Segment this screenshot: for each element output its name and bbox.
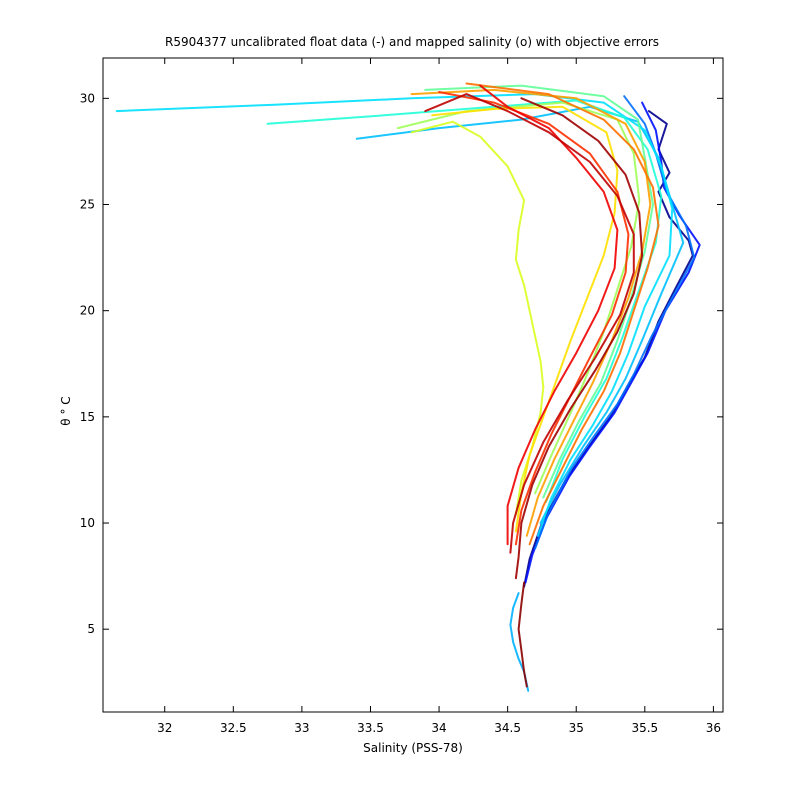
x-tick-label: 32 <box>157 721 172 735</box>
chart-title: R5904377 uncalibrated float data (-) and… <box>165 35 659 49</box>
profile-line-6 <box>424 84 654 499</box>
y-tick-label: 20 <box>80 304 95 318</box>
profile-line-13 <box>479 84 619 546</box>
profile-line-14 <box>424 93 635 554</box>
x-tick-label: 34.5 <box>494 721 521 735</box>
x-tick-label: 35 <box>569 721 584 735</box>
profile-line-7 <box>396 101 641 495</box>
profile-line-15 <box>514 97 644 580</box>
profile-line-8 <box>410 120 545 516</box>
profile-line-9 <box>431 105 619 533</box>
y-tick-label: 30 <box>80 91 95 105</box>
x-tick-label: 33.5 <box>357 721 384 735</box>
profile-line-17 <box>517 581 528 688</box>
x-tick-label: 36 <box>706 721 721 735</box>
x-axis-label: Salinity (PSS-78) <box>363 741 463 755</box>
y-axis-label: θ ° C <box>59 396 73 425</box>
ticks-layer: 32 32.5 33 33.5 34 34.5 35 35.5 36 5 10 15 20 25 30 <box>80 58 723 735</box>
x-tick-label: 35.5 <box>631 721 658 735</box>
plot-frame <box>102 57 724 713</box>
y-tick-label: 25 <box>80 198 95 212</box>
x-tick-label: 34 <box>431 721 446 735</box>
x-tick-label: 33 <box>294 721 309 735</box>
profile-line-10 <box>410 88 652 537</box>
profile-line-11 <box>465 82 660 546</box>
y-tick-label: 15 <box>80 410 95 424</box>
series-layer <box>115 82 701 692</box>
profile-line-3 <box>355 105 685 524</box>
profile-line-12 <box>438 91 630 546</box>
x-tick-label: 32.5 <box>220 721 247 735</box>
y-tick-label: 10 <box>80 516 95 530</box>
y-tick-label: 5 <box>87 622 95 636</box>
